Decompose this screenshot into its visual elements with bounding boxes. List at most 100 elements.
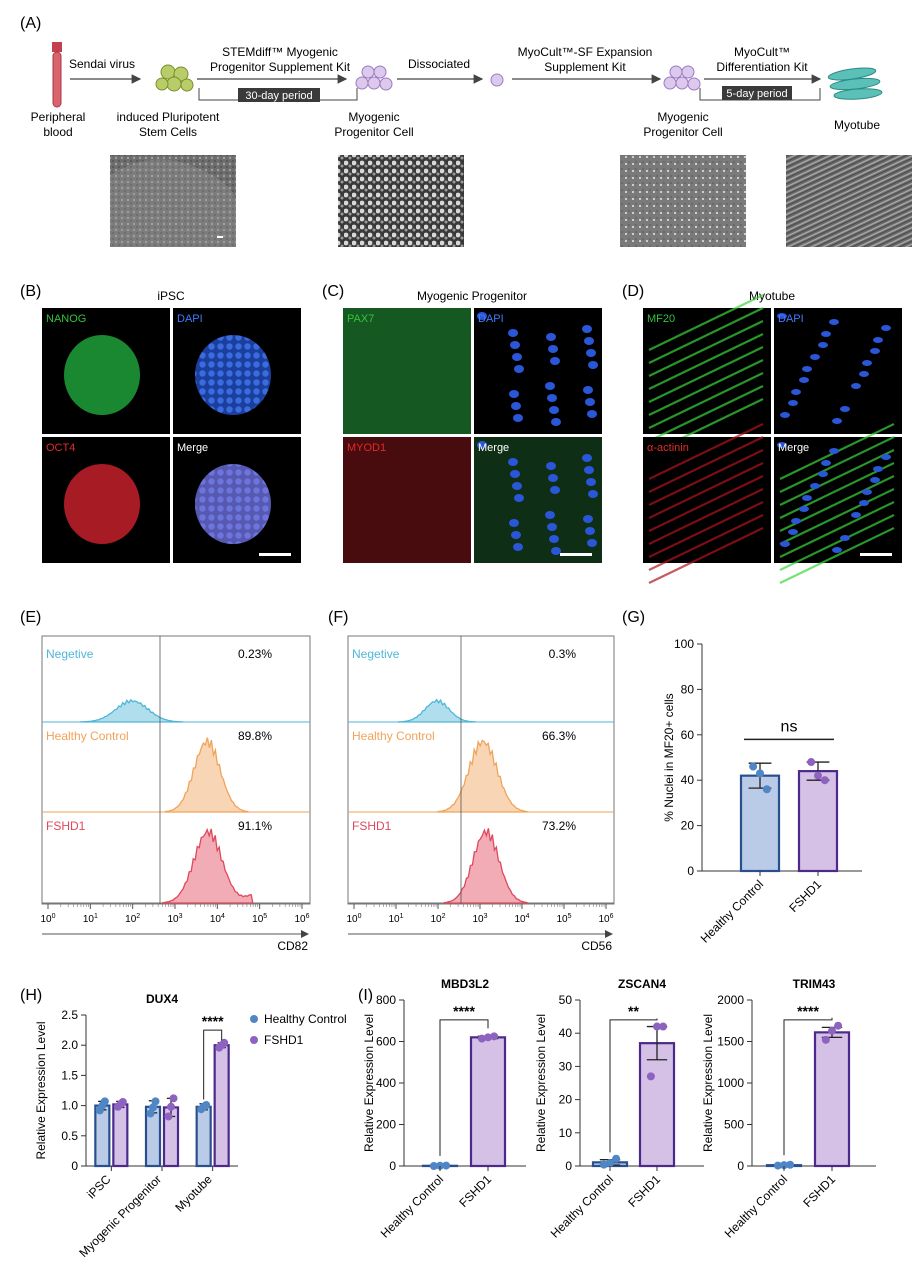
data-point	[780, 1161, 788, 1170]
nucleus	[832, 547, 842, 553]
data-point	[490, 1032, 499, 1041]
row-label: Healthy Control	[46, 729, 129, 743]
panel-letter-h: (H)	[20, 987, 42, 1004]
nucleus	[509, 390, 519, 398]
bar-healthy-control	[195, 1105, 212, 1168]
fiber	[779, 462, 895, 519]
nucleus	[829, 319, 839, 325]
bar-healthy-control	[94, 1104, 111, 1168]
step-kit2-1: MyoCult™-SF Expansion	[518, 45, 653, 59]
bar-fshd1	[112, 1103, 129, 1168]
data-point	[820, 776, 829, 785]
histogram-negative	[397, 698, 476, 723]
data-point	[151, 1097, 160, 1106]
tick-label-10e4: 104	[210, 913, 225, 925]
y-axis-label: Relative Expression Level	[34, 1021, 48, 1159]
step-kit1-1: STEMdiff™ Myogenic	[222, 45, 338, 59]
flow-frame	[347, 635, 615, 905]
nucleus	[549, 535, 559, 543]
nucleus	[799, 506, 809, 512]
histogram-negative	[80, 698, 184, 723]
chart-title: TRIM43	[793, 977, 836, 991]
fiber	[648, 527, 764, 584]
bar-fshd1	[638, 1042, 676, 1168]
nucleus	[514, 494, 524, 502]
data-point	[169, 1094, 178, 1103]
nucleus	[586, 478, 596, 486]
data-point	[762, 785, 771, 794]
scale-bar	[560, 553, 592, 556]
fiber	[648, 333, 764, 390]
fiber	[779, 449, 895, 506]
label-myotube: Myotube	[834, 118, 880, 132]
y-tick-label: 10	[559, 1126, 573, 1140]
y-tick-label: 500	[724, 1118, 744, 1132]
y-tick-label: 0.5	[61, 1129, 78, 1143]
nucleus	[862, 489, 872, 495]
y-tick-label: 1500	[717, 1035, 744, 1049]
blood-tube-icon	[52, 42, 62, 108]
nucleus	[584, 337, 594, 345]
micrograph-ipsc	[110, 155, 236, 247]
nucleus	[513, 543, 523, 551]
data-point	[814, 771, 822, 780]
y-tick-label: 0	[71, 1159, 78, 1173]
nucleus	[881, 454, 891, 460]
y-tick-label: 100	[674, 637, 694, 651]
histogram-fshd1	[162, 827, 254, 904]
if-title-b: iPSC	[157, 289, 185, 303]
chart-title: DUX4	[146, 992, 178, 1006]
nucleus	[477, 312, 487, 320]
panel-a: (A) Peripheral blood Sendai virus induce…	[20, 15, 912, 247]
step-kit3-2: Differentiation Kit	[716, 60, 808, 74]
y-tick-label: 2.0	[61, 1038, 78, 1052]
y-tick-label: 30	[559, 1059, 573, 1073]
x-tick-label: FSHD1	[456, 1172, 494, 1210]
nucleus	[508, 458, 518, 466]
row-label: Healthy Control	[352, 729, 435, 743]
data-point	[773, 1161, 782, 1170]
nucleus	[512, 482, 522, 490]
label-mpc2-2: Progenitor Cell	[643, 125, 722, 139]
nucleus	[870, 477, 880, 483]
step-sendai: Sendai virus	[69, 57, 135, 71]
tick-label-10e3: 103	[472, 913, 487, 925]
micrograph-progenitor-1	[338, 155, 464, 247]
legend-marker	[250, 1036, 258, 1044]
nucleus	[549, 406, 559, 414]
y-tick-label: 2.5	[61, 1008, 78, 1022]
tick-label-10e3: 103	[167, 913, 182, 925]
myotube-icon	[827, 67, 883, 100]
tick-label-10e5: 105	[556, 913, 571, 925]
nucleus	[546, 333, 556, 341]
chart-title: MBD3L2	[441, 977, 489, 991]
histogram-fshd1	[443, 828, 528, 904]
y-tick-label: 0	[687, 864, 694, 878]
cell-colony	[64, 335, 140, 415]
nucleus	[810, 483, 820, 489]
nucleus	[821, 460, 831, 466]
row-label: FSHD1	[46, 819, 86, 833]
step-kit2-2: Supplement Kit	[544, 60, 626, 74]
fiber	[779, 436, 895, 493]
nucleus	[802, 366, 812, 372]
nucleus	[513, 414, 523, 422]
chart-title: ZSCAN4	[618, 977, 666, 991]
nucleus	[548, 474, 558, 482]
y-axis-label: % Nuclei in MF20+ cells	[662, 693, 676, 821]
nucleus	[780, 412, 790, 418]
chart-h: (H) 0 0.5 1.0 1.5 2.0 2.5 Relative Expression L…	[20, 987, 347, 1260]
fiber	[648, 372, 764, 429]
significance-bracket	[609, 1018, 658, 1153]
data-point	[118, 1097, 127, 1106]
bar-fshd1	[469, 1036, 507, 1168]
data-point	[220, 1038, 229, 1047]
label-mpc2-1: Myogenic	[657, 110, 708, 124]
nucleus	[510, 341, 520, 349]
y-tick-label: 40	[681, 773, 695, 787]
nucleus	[870, 348, 880, 354]
legend-marker	[250, 1015, 258, 1023]
fiber	[779, 501, 895, 558]
nucleus	[881, 325, 891, 331]
nucleus	[840, 535, 850, 541]
